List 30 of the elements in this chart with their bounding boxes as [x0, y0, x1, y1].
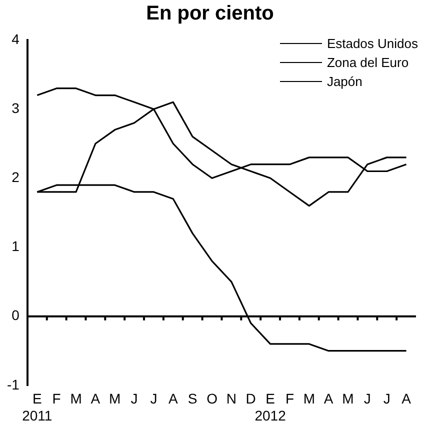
x-tick-label: F: [52, 390, 61, 407]
x-tick-label: J: [150, 390, 158, 407]
y-tick-label: 1: [12, 238, 20, 254]
x-tick-label: S: [188, 390, 198, 407]
x-tick-label: M: [109, 390, 121, 407]
x-tick-label: A: [168, 390, 178, 407]
x-tick-label: J: [130, 390, 138, 407]
y-tick-label: 2: [12, 169, 20, 186]
x-tick-label: M: [70, 390, 82, 407]
x-tick-label: A: [402, 390, 412, 407]
x-tick-label: M: [342, 390, 354, 407]
x-tick-label: N: [226, 390, 236, 407]
x-tick-label: A: [90, 390, 101, 407]
y-tick-label: 0: [12, 307, 20, 324]
x-tick-label: E 2011: [22, 390, 52, 424]
x-tick-label: A: [324, 390, 334, 407]
y-tick-label: 4: [12, 30, 20, 47]
legend-label: Zona del Euro: [326, 54, 409, 72]
legend-label: Estados Unidos: [326, 35, 418, 53]
legend-label: Japón: [326, 73, 362, 91]
x-tick-label: J: [383, 390, 390, 407]
y-tick-label: 3: [12, 100, 20, 116]
x-tick-label: D: [246, 390, 256, 407]
chart-title: En por ciento: [146, 2, 274, 25]
x-tick-label: F: [285, 390, 294, 407]
x-tick-label: E 2012: [254, 390, 286, 424]
x-tick-label: M: [303, 390, 315, 407]
y-tick-label: -1: [6, 376, 20, 392]
x-tick-label: J: [364, 390, 371, 407]
x-tick-label: O: [206, 390, 218, 407]
